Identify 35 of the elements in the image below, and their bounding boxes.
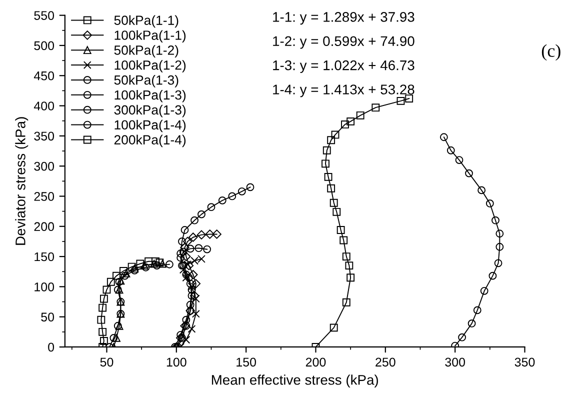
legend-label: 100kPa(1-2) [114,60,186,72]
x-tick-label: 150 [236,358,256,367]
y-tick-label: 450 [34,71,54,80]
y-tick-label: 300 [34,162,54,171]
x-tick-label: 50 [100,358,114,367]
x-tick-label: 250 [376,358,396,367]
y-axis-title: Deviator stress (kPa) [15,117,28,245]
annotation: 1-3: y = 1.022x + 46.73 [273,60,414,73]
y-tick-label: 250 [34,192,54,201]
legend-label: 100kPa(1-4) [114,120,186,132]
legend-label: 50kPa(1-2) [114,45,178,58]
x-tick-label: 100 [166,358,186,367]
y-tick-label: 500 [34,41,54,50]
text: (c) [542,44,560,61]
annotation: 1-1: y = 1.289x + 37.93 [273,12,414,25]
legend-label: 100kPa(1-1) [114,30,186,43]
legend-label: 100kPa(1-3) [114,90,186,102]
legend-label: 200kPa(1-4) [114,134,186,148]
y-tick-label: 350 [34,132,54,141]
legend-label: 300kPa(1-3) [114,104,186,118]
annotation: 1-2: y = 0.599x + 74.90 [273,36,414,49]
y-tick-label: 200 [34,222,54,232]
x-tick-label: 300 [445,358,466,367]
legend-label: 50kPa(1-3) [114,75,178,88]
y-tick-label: 50 [41,312,54,322]
x-axis-title: Mean effective stress (kPa) [212,374,378,388]
annotation: 1-4: y = 1.413x + 53.28 [273,84,414,98]
x-tick-label: 350 [514,358,535,367]
y-tick-label: 0 [48,342,54,352]
x-tick-label: 200 [306,358,326,367]
y-tick-label: 550 [34,11,54,20]
legend-label: 50kPa(1-1) [114,15,178,28]
y-tick-label: 100 [34,282,54,292]
y-tick-label: 150 [34,252,54,262]
y-tick-label: 400 [34,102,54,110]
